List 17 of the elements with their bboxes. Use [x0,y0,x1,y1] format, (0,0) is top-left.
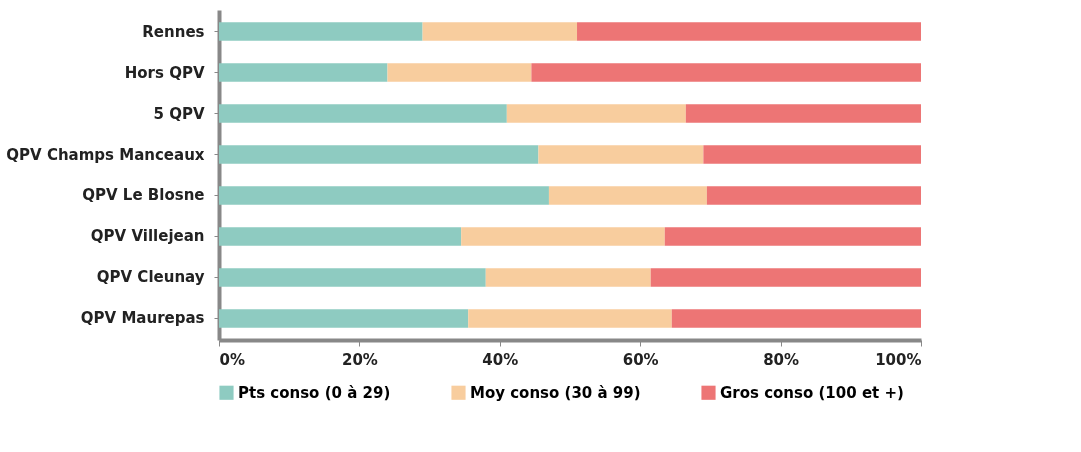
x-tick-label: 60% [622,350,659,369]
x-tick-label: 80% [763,350,800,369]
y-tick-label: QPV Maurepas [80,309,205,328]
legend-label: Moy conso (30 à 99) [470,383,641,402]
x-tick-label: 40% [482,350,519,369]
y-tick-label: QPV Champs Manceaux [6,145,205,164]
y-tick-label: Rennes [142,22,205,41]
y-tick-label: Hors QPV [124,63,205,82]
legend-label: Pts conso (0 à 29) [238,383,391,402]
x-tick-label: 20% [341,350,378,369]
legend-label: Gros conso (100 et +) [720,383,904,402]
y-tick-label: 5 QPV [153,104,205,123]
x-tick-label: 100% [875,350,922,369]
x-tick-label: 0% [219,350,245,369]
y-tick-label: QPV Le Blosne [82,186,205,205]
y-tick-label: QPV Villejean [90,227,205,246]
y-tick-label: QPV Cleunay [96,268,205,287]
